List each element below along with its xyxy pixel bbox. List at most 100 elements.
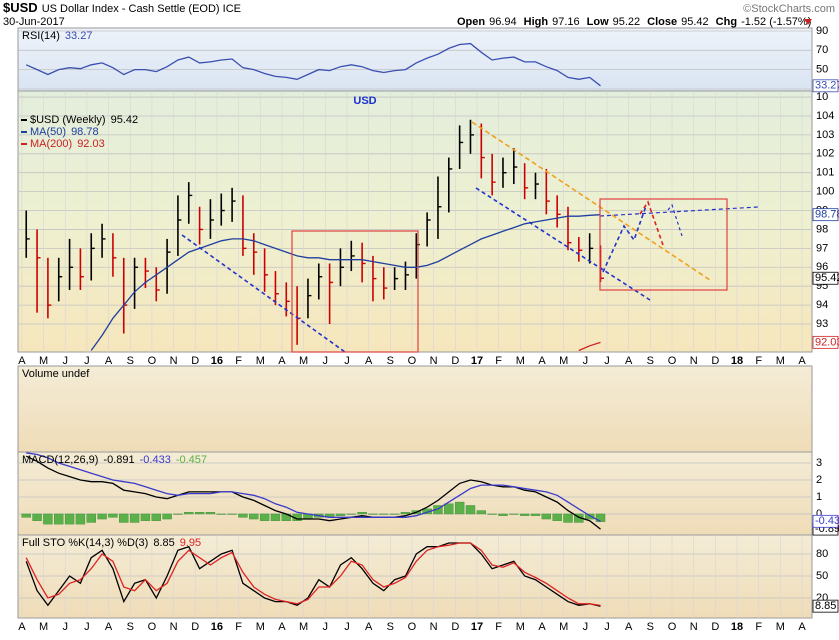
x-tick-label: 17 xyxy=(471,355,483,367)
panel-title: RSI(14) xyxy=(22,30,60,42)
histogram-bar xyxy=(97,513,107,520)
panel-background xyxy=(17,451,813,536)
value-tag: 95.42 xyxy=(815,272,839,284)
x-tick-label: 17 xyxy=(471,621,483,633)
highlight-box xyxy=(291,230,419,353)
quote-label: High xyxy=(524,16,549,28)
y-tick-label: 50 xyxy=(816,570,828,582)
x-tick-label: M xyxy=(299,355,308,367)
projection-path xyxy=(602,205,647,273)
panel-background xyxy=(17,365,813,453)
x-tick-label: M xyxy=(299,621,308,633)
x-tick-label: J xyxy=(583,355,589,367)
histogram-bar xyxy=(563,513,573,523)
x-tick-label: M xyxy=(559,621,568,633)
x-tick-label: F xyxy=(495,355,502,367)
quote-value: 95.22 xyxy=(613,16,641,28)
y-tick-label: 94 xyxy=(816,299,828,311)
x-tick-label: D xyxy=(191,355,199,367)
x-tick-label: M xyxy=(776,621,785,633)
value-tag: 33.27 xyxy=(815,80,839,92)
x-tick-label: J xyxy=(62,621,68,633)
panel-legend: Volume undef xyxy=(22,368,90,380)
x-tick-label: S xyxy=(387,621,394,633)
histogram-bar xyxy=(357,512,367,515)
histogram-bar xyxy=(541,513,552,520)
quote-value: 96.94 xyxy=(489,16,517,28)
histogram-bar xyxy=(238,513,248,518)
x-tick-label: J xyxy=(84,355,90,367)
histogram-bar xyxy=(530,513,541,516)
histogram-bar xyxy=(552,513,562,521)
series-line xyxy=(25,542,601,607)
y-tick-label: 96 xyxy=(816,261,828,273)
chart-annotation: USD xyxy=(353,95,376,107)
legend-value: -0.433 xyxy=(140,454,171,466)
quote-label: Open xyxy=(457,16,485,28)
histogram-bar xyxy=(119,513,129,523)
x-tick-label: F xyxy=(755,621,762,633)
value-tag-box xyxy=(812,335,839,349)
legend-value: 98.78 xyxy=(71,126,99,138)
histogram-bar xyxy=(379,513,389,515)
histogram-bar xyxy=(227,513,237,515)
histogram-bar xyxy=(476,510,487,515)
value-tag-box xyxy=(812,599,839,613)
histogram-bar xyxy=(465,505,476,515)
series-line xyxy=(578,341,601,352)
y-tick-label: 93 xyxy=(816,318,828,330)
x-tick-label: M xyxy=(516,355,525,367)
series-line xyxy=(90,214,601,351)
x-tick-label: S xyxy=(387,355,394,367)
x-tick-label: J xyxy=(583,621,589,633)
projection-path xyxy=(667,203,683,237)
x-tick-label: 18 xyxy=(731,355,743,367)
y-tick-label: 90 xyxy=(816,25,828,37)
quote-value: -1.52 (-1.57%) xyxy=(741,16,811,28)
x-tick-label: D xyxy=(191,621,199,633)
x-tick-label: S xyxy=(127,355,134,367)
x-tick-label: S xyxy=(647,621,654,633)
y-tick-label: 10 xyxy=(816,91,828,103)
x-tick-label: F xyxy=(235,621,242,633)
x-tick-label: N xyxy=(170,621,178,633)
x-tick-label: S xyxy=(647,355,654,367)
x-tick-label: O xyxy=(668,355,677,367)
quote-value: 95.42 xyxy=(681,16,709,28)
histogram-bar xyxy=(454,501,465,515)
histogram-bar xyxy=(444,503,454,515)
series-line xyxy=(25,455,601,530)
series-line xyxy=(26,452,601,522)
value-tag-box xyxy=(812,271,839,285)
x-tick-label: D xyxy=(711,355,719,367)
legend-value: 8.85 xyxy=(153,537,174,549)
panel-legend: MACD(12,26,9) -0.891 -0.433 -0.457 xyxy=(22,454,207,466)
value-tag-box xyxy=(812,79,839,93)
x-tick-label: A xyxy=(798,355,806,367)
x-tick-label: M xyxy=(776,355,785,367)
histogram-bar xyxy=(205,512,216,515)
x-tick-label: A xyxy=(278,355,286,367)
histogram-bar xyxy=(346,513,356,515)
histogram-bar xyxy=(162,513,172,520)
legend-value: 33.27 xyxy=(65,30,93,42)
x-tick-label: J xyxy=(84,621,90,633)
x-tick-label: A xyxy=(538,621,546,633)
x-tick-label: 16 xyxy=(211,355,223,367)
x-tick-label: A xyxy=(105,621,113,633)
value-tag: 98.78 xyxy=(815,209,839,221)
x-tick-label: M xyxy=(559,355,568,367)
x-tick-label: N xyxy=(690,621,698,633)
x-tick-label: J xyxy=(62,355,68,367)
y-tick-label: 97 xyxy=(816,242,828,254)
legend-value: -0.891 xyxy=(103,454,134,466)
x-tick-label: J xyxy=(344,355,350,367)
panel-background xyxy=(17,90,813,353)
histogram-bar xyxy=(216,513,226,515)
x-tick-label: N xyxy=(430,355,438,367)
trend-line xyxy=(599,206,759,217)
histogram-bar xyxy=(270,513,281,521)
histogram-bar xyxy=(584,513,595,520)
x-tick-label: 18 xyxy=(731,621,743,633)
